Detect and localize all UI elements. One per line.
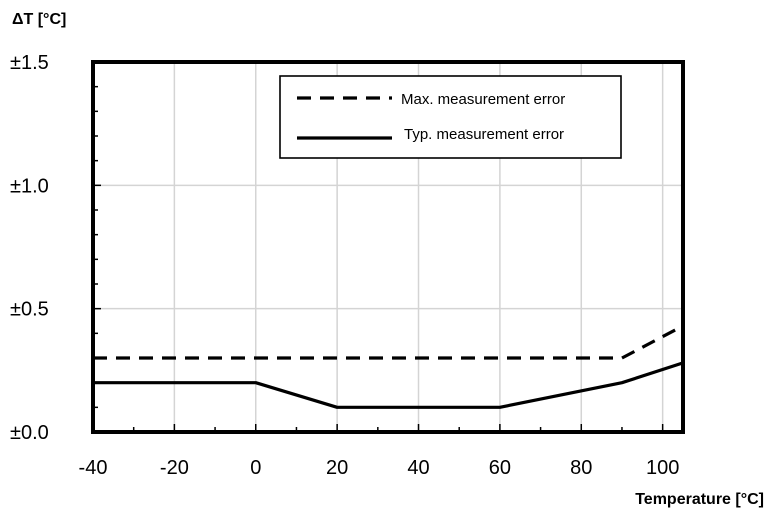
legend-label-max: Max. measurement error: [401, 91, 565, 108]
tick-labels: -40 -20 0 20 40 60 80 100 ±0.0 ±0.5 ±1.0 ±1.5: [10, 52, 679, 479]
x-tick-label: 80: [570, 457, 592, 479]
y-axis-title: ΔT [°C]: [12, 11, 66, 28]
series-line-typ-error: [93, 361, 684, 409]
y-tick-label: ±0.0: [10, 422, 49, 444]
series-line-max-error: [93, 324, 684, 360]
x-tick-label: -40: [79, 457, 108, 479]
x-tick-label: 20: [326, 457, 348, 479]
x-tick-label: 60: [489, 457, 511, 479]
x-tick-label: 0: [250, 457, 261, 479]
y-tick-label: ±0.5: [10, 299, 49, 321]
y-tick-label: ±1.0: [10, 175, 49, 197]
legend-box: [279, 75, 622, 159]
y-tick-label: ±1.5: [10, 52, 49, 74]
legend: Max. measurement error Typ. measurement …: [279, 75, 622, 159]
x-tick-label: 40: [407, 457, 429, 479]
x-tick-label: 100: [646, 457, 679, 479]
legend-label-typ: Typ. measurement error: [404, 126, 564, 143]
x-tick-label: -20: [160, 457, 189, 479]
series-layer: [93, 324, 684, 409]
plot-frame: [91, 60, 685, 434]
x-axis-title: Temperature [°C]: [635, 491, 764, 508]
axis-ticks: [92, 85, 664, 432]
